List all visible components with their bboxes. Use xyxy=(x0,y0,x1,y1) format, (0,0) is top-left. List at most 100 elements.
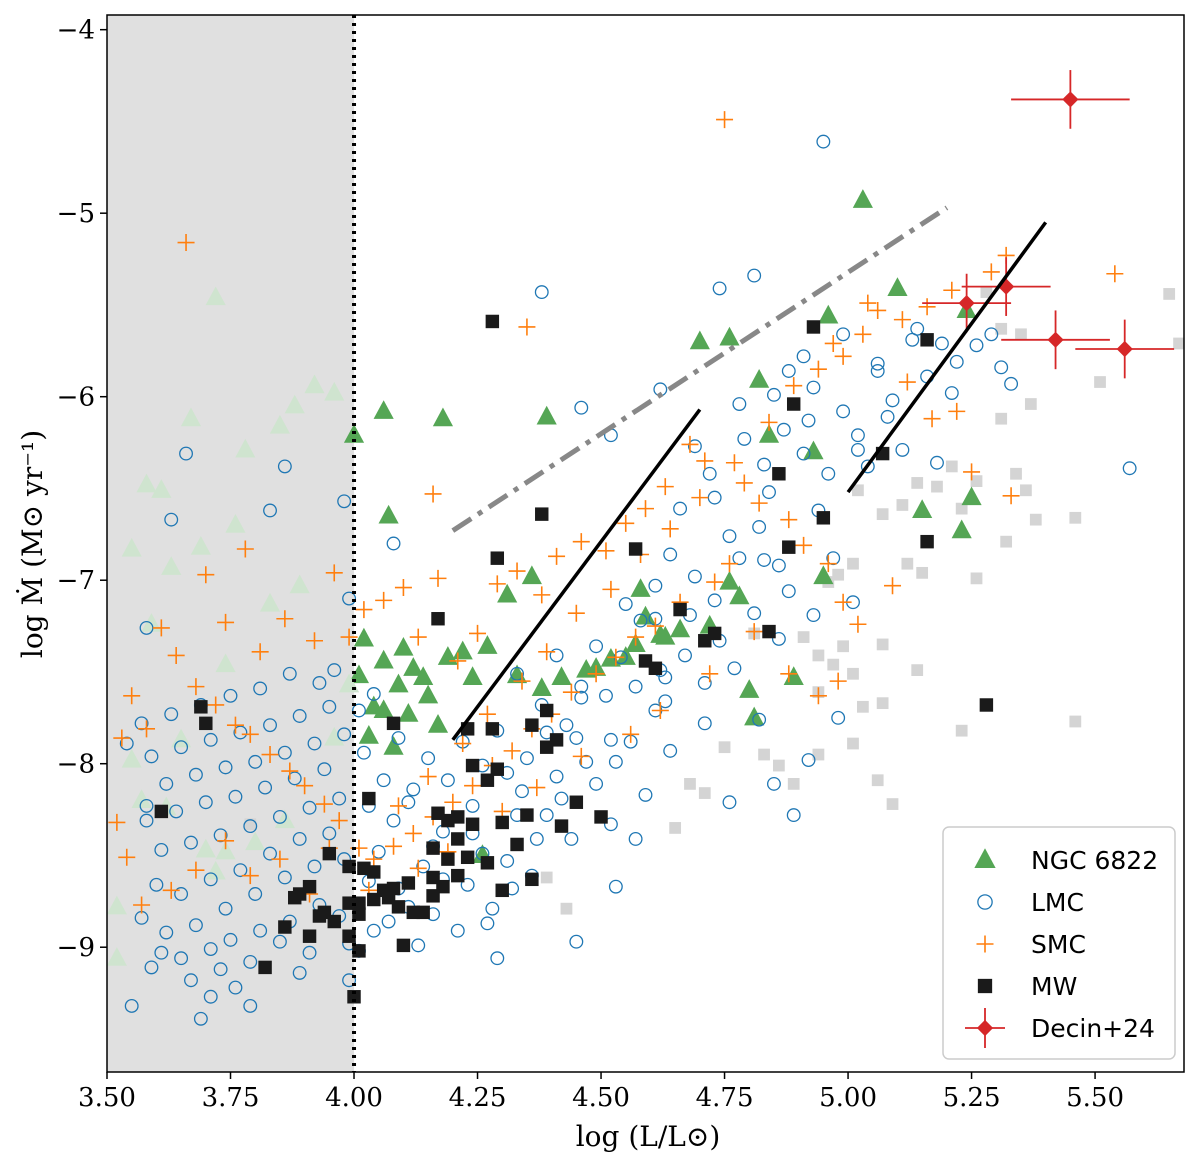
point-smc xyxy=(562,683,580,701)
point-lmc xyxy=(317,762,332,777)
point-ngc-6822 xyxy=(739,679,760,698)
fit-line-3 xyxy=(451,205,949,533)
point-smc xyxy=(207,696,225,714)
point-lmc xyxy=(534,285,549,300)
point-lmc xyxy=(850,428,865,443)
point-mw xyxy=(782,540,796,554)
point-lmc xyxy=(337,727,352,742)
x-tick-label: 4.00 xyxy=(325,1083,383,1113)
point-lmc xyxy=(228,980,243,995)
point-ngc-6822 xyxy=(225,513,246,533)
point-mw xyxy=(451,832,465,846)
point-lmc xyxy=(786,808,801,823)
point-lmc xyxy=(386,813,401,828)
point-lmc xyxy=(687,569,702,584)
point-smc xyxy=(982,263,1000,281)
legend-marker-ngc-6822 xyxy=(974,848,996,868)
point-smc xyxy=(197,566,215,584)
point-ngc-6822 xyxy=(205,286,226,306)
point-ngc-6822 xyxy=(136,473,157,493)
point-smc xyxy=(750,494,768,512)
legend-label-mw: MW xyxy=(1031,972,1077,1001)
point-ngc-6822 xyxy=(951,519,972,539)
point-lmc xyxy=(440,773,455,788)
point-ngc-6822 xyxy=(818,304,839,324)
point-lmc xyxy=(292,831,307,846)
point-smc xyxy=(701,665,719,683)
point-ngc-6822 xyxy=(427,714,449,733)
point-smc xyxy=(429,569,447,587)
point-ngc-6822 xyxy=(803,440,824,460)
point-mw xyxy=(426,889,440,903)
point-mw xyxy=(288,890,302,905)
point-lmc xyxy=(554,791,569,806)
point-mw-l-10-l-cut xyxy=(1020,484,1032,497)
point-ngc-6822 xyxy=(749,369,770,388)
point-lmc xyxy=(381,914,396,929)
point-ngc-6822 xyxy=(180,407,202,427)
point-smc xyxy=(488,575,506,593)
point-mw-l-10-l-cut xyxy=(1000,535,1013,548)
point-lmc xyxy=(806,608,821,623)
point-lmc xyxy=(154,945,169,960)
point-ngc-6822 xyxy=(531,677,552,697)
point-ngc-6822 xyxy=(269,414,290,434)
point-smc xyxy=(355,601,373,619)
point-lmc xyxy=(870,364,885,378)
point-ngc-6822 xyxy=(373,649,394,669)
point-mw-l-10-l-cut xyxy=(1094,376,1106,388)
point-ngc-6822 xyxy=(107,895,127,915)
point-mw xyxy=(594,810,608,824)
point-mw xyxy=(648,661,663,676)
point-smc xyxy=(725,454,743,472)
point-smc xyxy=(622,725,640,743)
point-lmc xyxy=(603,732,618,747)
point-ngc-6822 xyxy=(452,640,473,660)
point-smc xyxy=(508,562,526,580)
point-smc xyxy=(108,813,126,831)
point-mw xyxy=(342,929,356,943)
point-mw-l-10-l-cut xyxy=(901,557,914,570)
point-lmc xyxy=(771,631,786,646)
point-smc xyxy=(533,586,551,604)
point-lmc xyxy=(292,709,307,723)
point-smc xyxy=(226,716,244,734)
point-smc xyxy=(296,777,314,795)
point-lmc xyxy=(618,597,633,612)
point-lmc xyxy=(589,776,604,791)
point-smc xyxy=(419,768,437,786)
point-lmc xyxy=(144,960,159,975)
point-lmc xyxy=(139,813,154,828)
point-smc xyxy=(478,705,496,723)
point-mw-l-10-l-cut xyxy=(244,818,257,831)
point-lmc xyxy=(233,863,248,878)
point-lmc xyxy=(934,336,949,351)
legend-marker-lmc xyxy=(977,894,993,910)
point-ngc-6822 xyxy=(758,424,780,443)
x-tick-label: 3.75 xyxy=(202,1083,260,1113)
point-smc xyxy=(923,410,941,428)
point-lmc xyxy=(485,901,500,916)
point-lmc xyxy=(490,951,505,966)
point-lmc xyxy=(184,835,198,850)
point-smc xyxy=(627,628,645,646)
point-smc xyxy=(187,678,205,696)
point-mw xyxy=(786,397,801,411)
point-lmc xyxy=(712,281,727,296)
x-tick-label: 4.50 xyxy=(572,1083,630,1113)
point-smc xyxy=(572,533,590,551)
point-mw-l-10-l-cut xyxy=(773,759,785,772)
point-lmc xyxy=(608,754,623,769)
point-smc xyxy=(236,540,254,558)
point-lmc xyxy=(253,681,268,696)
point-smc xyxy=(859,294,877,312)
point-ngc-6822 xyxy=(131,789,152,808)
point-mw xyxy=(806,320,821,334)
point-smc xyxy=(607,648,625,666)
y-tick-label: −7 xyxy=(57,566,95,596)
point-mw-l-10-l-cut xyxy=(970,475,983,487)
point-lmc xyxy=(969,338,984,353)
point-ngc-6822 xyxy=(121,537,142,557)
point-mw xyxy=(707,626,722,641)
x-tick-label: 4.25 xyxy=(449,1083,507,1113)
